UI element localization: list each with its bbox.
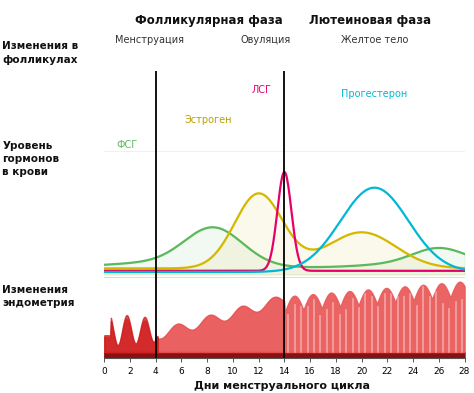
Text: ЛСГ: ЛСГ	[251, 85, 271, 95]
Text: Уровень
гормонов
в крови: Уровень гормонов в крови	[2, 141, 60, 177]
Text: Прогестерон: Прогестерон	[341, 89, 408, 99]
Text: Эстроген: Эстроген	[185, 115, 232, 125]
Text: Дни менструального цикла: Дни менструального цикла	[194, 381, 370, 391]
Text: Менструация: Менструация	[115, 35, 184, 45]
Text: Изменения
эндометрия: Изменения эндометрия	[2, 285, 75, 309]
Text: Желтое тело: Желтое тело	[341, 35, 408, 45]
Text: Лютеиновая фаза: Лютеиновая фаза	[309, 14, 431, 27]
Text: Овуляция: Овуляция	[240, 35, 291, 45]
Text: ФСГ: ФСГ	[116, 140, 137, 151]
Text: Фолликулярная фаза: Фолликулярная фаза	[135, 14, 283, 27]
Text: Изменения в
фолликулах: Изменения в фолликулах	[2, 41, 79, 65]
